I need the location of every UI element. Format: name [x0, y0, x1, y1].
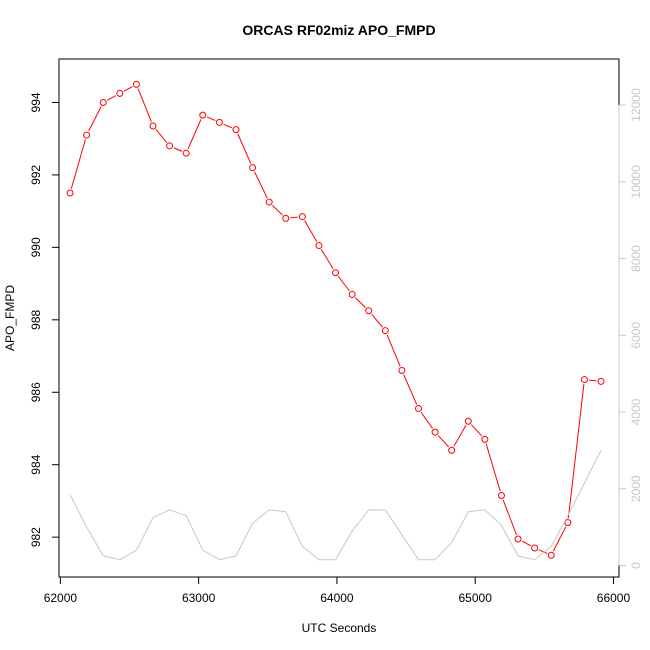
series-line-segment [272, 204, 283, 216]
data-point [166, 142, 174, 150]
series-line-segment [88, 106, 102, 132]
y-axis-label: APO_FMPD [3, 285, 17, 351]
y-tick-label: 984 [29, 454, 43, 474]
series-line-segment [521, 540, 531, 547]
data-point [66, 189, 74, 197]
data-point [448, 446, 456, 454]
data-point [497, 491, 505, 499]
series-line-segment [588, 379, 597, 382]
data-point [199, 111, 207, 119]
series-line-segment [437, 435, 450, 448]
series-line-segment [155, 129, 168, 143]
x-tick-label: 65000 [459, 591, 493, 605]
data-point [464, 417, 472, 425]
data-point [580, 376, 588, 384]
series-line-segment [386, 334, 401, 367]
y2-tick-label: 4000 [629, 398, 643, 425]
data-point [431, 428, 439, 436]
y2-tick-label: 2000 [629, 475, 643, 502]
series-line-segment [223, 123, 233, 129]
series-line-segment [173, 147, 183, 152]
data-point [83, 131, 91, 139]
data-point [132, 80, 140, 88]
series-line-segment [538, 549, 548, 554]
series-line-segment [470, 424, 483, 437]
data-point [597, 377, 605, 385]
data-point [365, 307, 373, 315]
data-point [531, 544, 539, 552]
plot-frame [58, 58, 620, 578]
series-line-segment [123, 86, 133, 92]
data-point [381, 327, 389, 335]
x-tick-label: 63000 [182, 591, 216, 605]
y-tick-label: 992 [29, 165, 43, 185]
data-point [348, 290, 356, 298]
series-line-segment [70, 139, 86, 189]
x-axis-label: UTC Seconds [302, 621, 377, 635]
data-point [149, 122, 157, 130]
data-point [99, 98, 107, 106]
y2-tick-label: 10000 [629, 165, 643, 199]
y2-tick-label: 12000 [629, 88, 643, 122]
data-point [116, 89, 124, 97]
series-line-segment [254, 171, 268, 199]
series-line-segment [320, 249, 334, 270]
data-point [398, 367, 406, 375]
data-point [564, 519, 572, 527]
y2-tick-label: 6000 [629, 322, 643, 349]
series-line-secondary [69, 450, 602, 561]
y-tick-label: 990 [29, 237, 43, 257]
series-line-segment [237, 133, 252, 164]
series-line-segment [337, 275, 350, 292]
data-point [298, 213, 306, 221]
series-line-segment [552, 526, 567, 552]
data-point [282, 214, 290, 222]
x-tick-label: 62000 [44, 591, 78, 605]
series-line-segment [206, 116, 216, 122]
data-point [315, 242, 323, 250]
x-tick-label: 64000 [320, 591, 354, 605]
series-line-segment [502, 499, 517, 535]
series-line-segment [106, 95, 117, 101]
series-line-segment [403, 374, 418, 405]
data-point [415, 405, 423, 413]
series-line-segment [371, 313, 383, 328]
series-line-segment [187, 119, 202, 150]
chart-marks: 62000 63000 64000 65000 66000 982 984 986 988 990… [29, 80, 643, 605]
data-point [332, 269, 340, 277]
y-tick-label: 982 [29, 527, 43, 547]
x-tick-label: 66000 [597, 591, 631, 605]
chart-title: ORCAS RF02miz APO_FMPD [242, 22, 435, 38]
data-point [249, 164, 257, 172]
data-point [182, 149, 190, 157]
series-line-segment [304, 220, 318, 242]
series-line-segment [485, 443, 501, 492]
y2-tick-label: 0 [629, 562, 643, 569]
y-tick-label: 994 [29, 92, 43, 112]
y-tick-label: 986 [29, 382, 43, 402]
series-line-segment [290, 216, 298, 219]
series-line-segment [354, 297, 366, 308]
data-point [215, 118, 223, 126]
data-point [232, 126, 240, 134]
y-tick-label: 988 [29, 309, 43, 329]
data-point [547, 551, 555, 559]
series-line-segment [137, 88, 152, 123]
series-line-segment [453, 424, 467, 447]
y2-tick-label: 8000 [629, 245, 643, 272]
data-point [514, 535, 522, 543]
series-line-segment [420, 411, 433, 429]
series-line-segment [567, 383, 585, 519]
data-point [265, 198, 273, 206]
data-point [481, 435, 489, 443]
